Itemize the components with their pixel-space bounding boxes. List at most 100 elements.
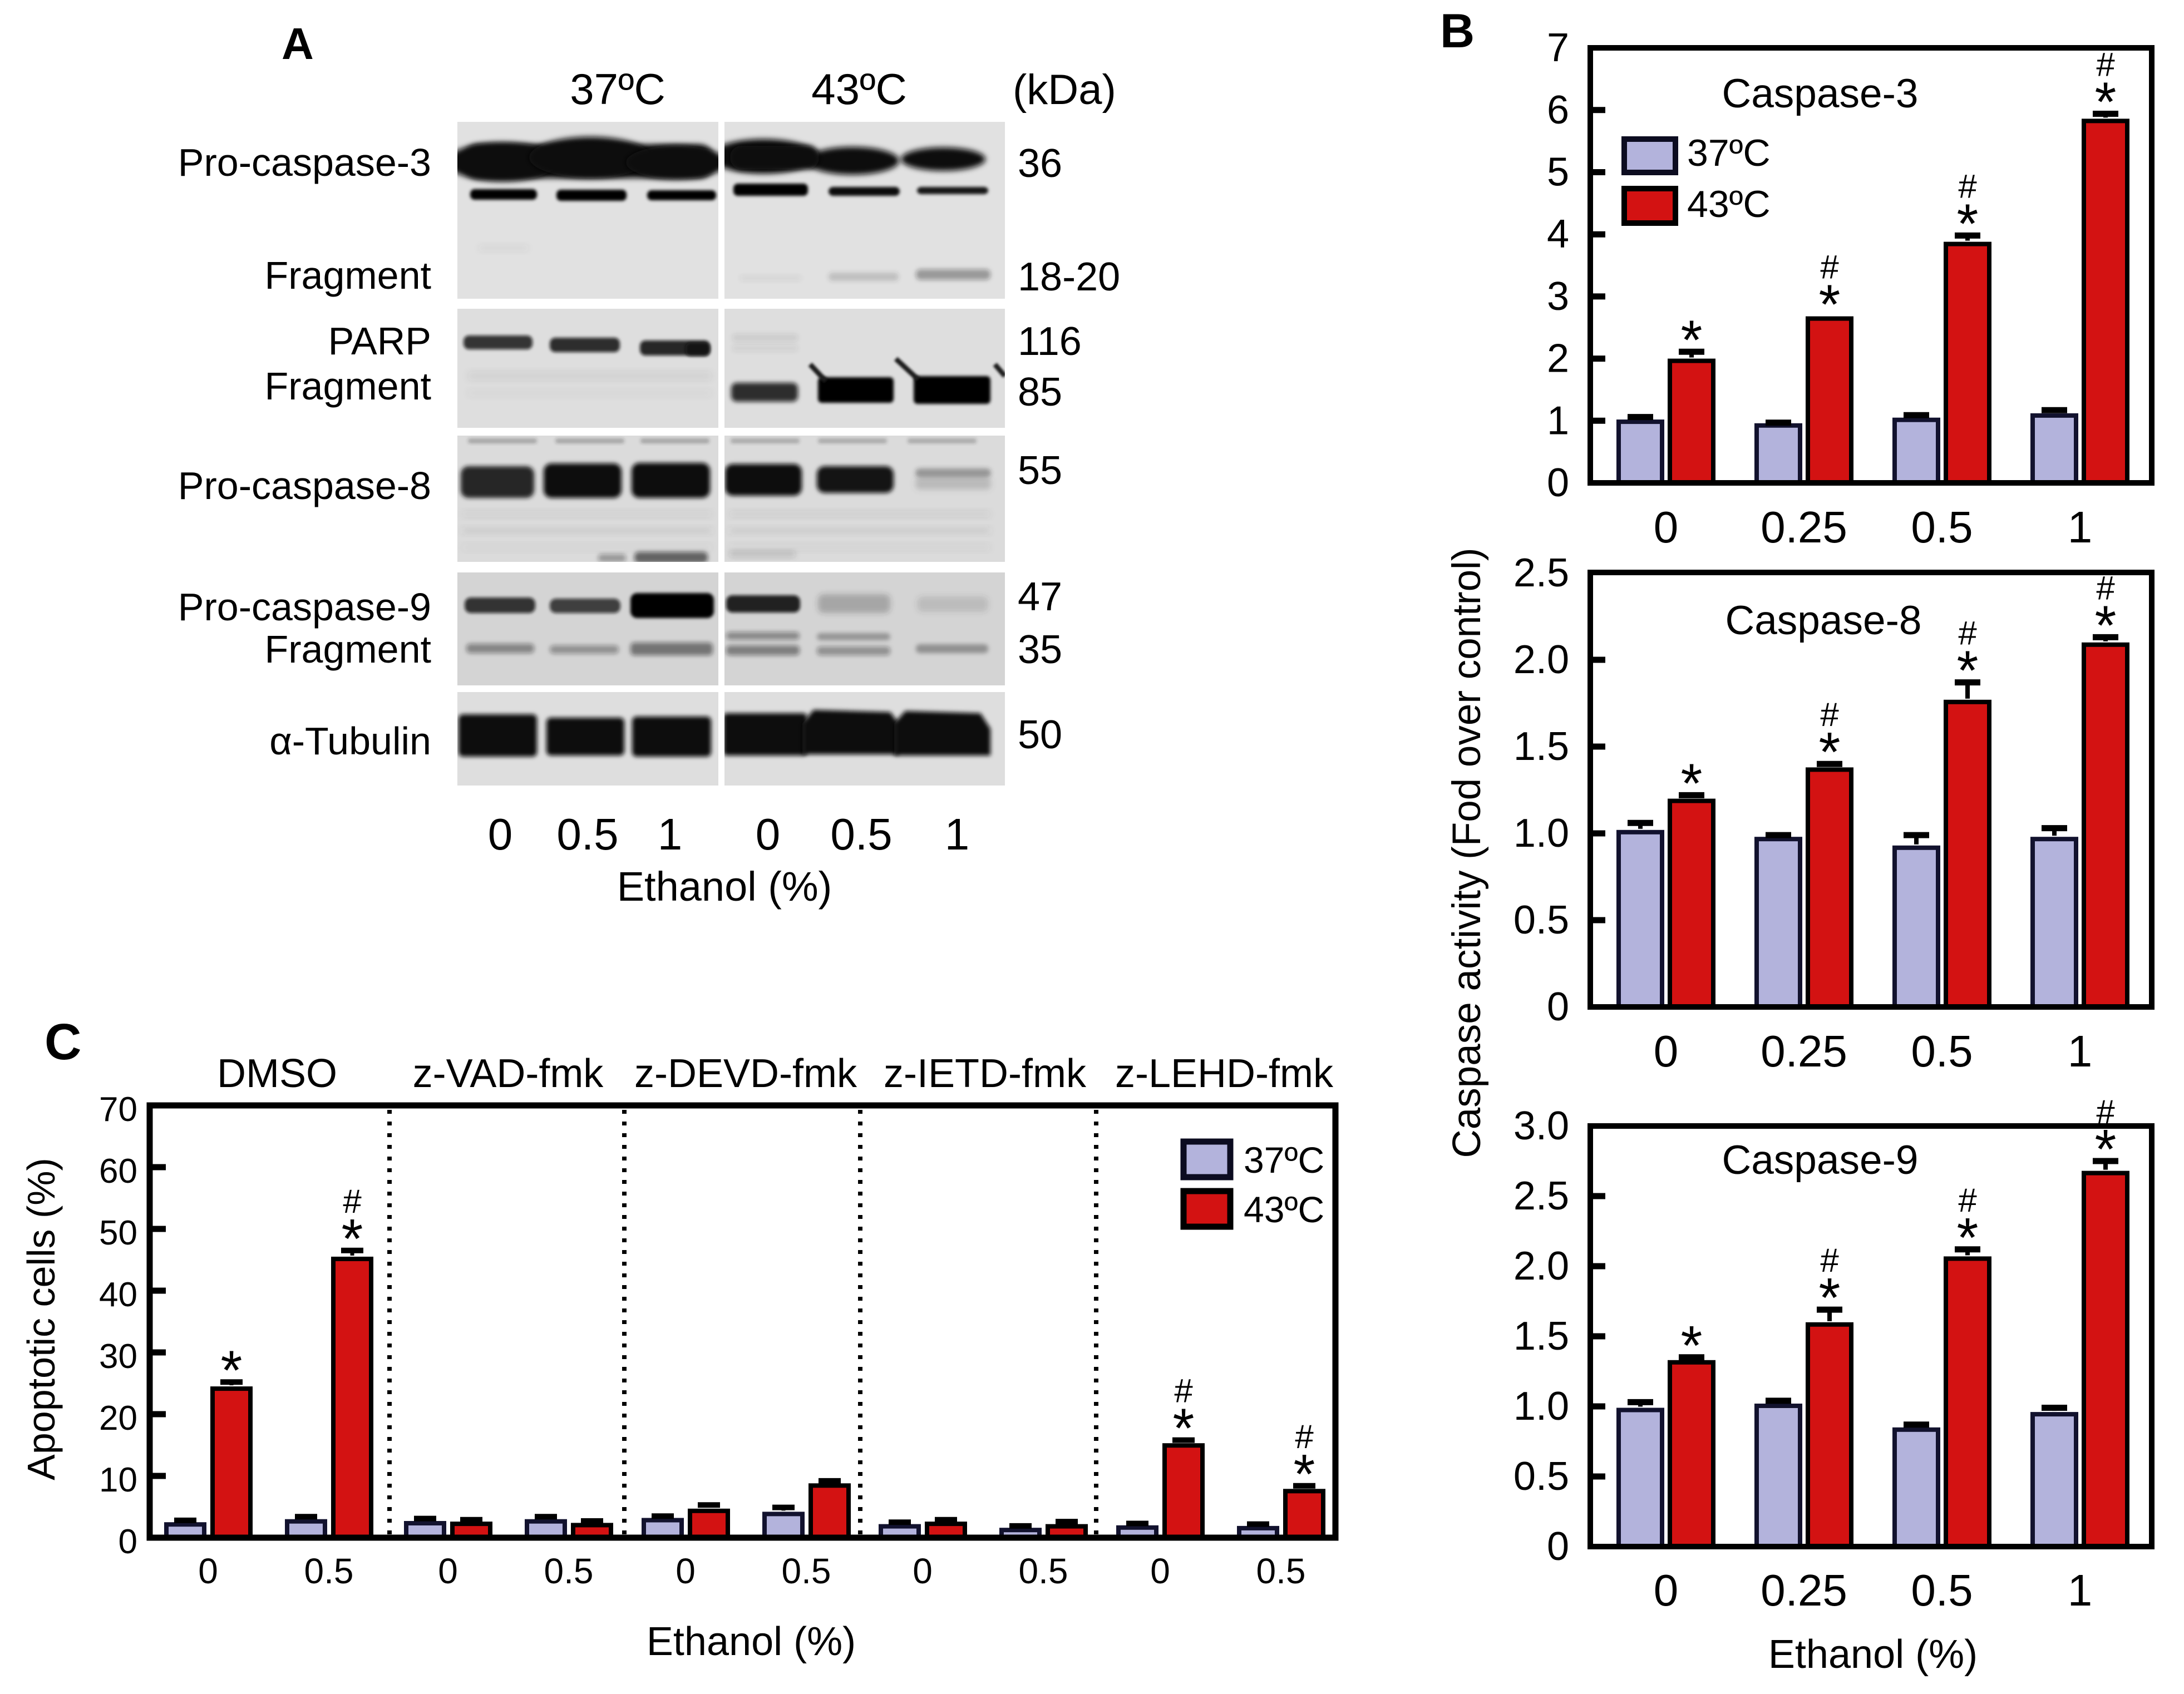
svg-text:43ºC: 43ºC [811,65,907,113]
svg-text:(kDa): (kDa) [1013,66,1116,113]
svg-text:5: 5 [1547,150,1569,195]
svg-text:Pro-caspase-3: Pro-caspase-3 [178,141,431,184]
svg-text:20: 20 [99,1399,137,1438]
svg-text:0.5: 0.5 [1256,1551,1306,1591]
svg-text:#: # [1820,1242,1839,1279]
svg-text:#: # [1820,696,1839,733]
svg-text:Fragment: Fragment [264,254,431,297]
svg-text:1: 1 [945,809,970,859]
svg-text:0.5: 0.5 [1911,1565,1973,1615]
svg-text:35: 35 [1018,628,1062,672]
svg-text:3: 3 [1547,274,1569,319]
svg-text:0.5: 0.5 [1019,1551,1068,1591]
svg-text:Caspase-9: Caspase-9 [1722,1138,1918,1183]
svg-text:2.0: 2.0 [1513,638,1569,682]
svg-text:0: 0 [676,1551,696,1591]
svg-text:*: * [1957,640,1979,702]
svg-text:Caspase-8: Caspase-8 [1725,598,1921,643]
svg-text:0: 0 [198,1551,218,1591]
svg-text:0.25: 0.25 [1761,1565,1847,1615]
svg-text:0.5: 0.5 [782,1551,831,1591]
svg-text:0.5: 0.5 [544,1551,594,1591]
svg-text:DMSO: DMSO [217,1051,337,1096]
svg-text:2.5: 2.5 [1513,551,1569,595]
svg-text:#: # [1958,167,1977,205]
svg-text:Pro-caspase-8: Pro-caspase-8 [178,464,431,507]
svg-text:α-Tubulin: α-Tubulin [269,719,431,763]
svg-text:*: * [1819,1267,1841,1329]
svg-text:116: 116 [1018,319,1082,364]
svg-text:*: * [1681,752,1703,814]
svg-text:10: 10 [99,1461,137,1499]
svg-text:0.25: 0.25 [1761,502,1847,552]
svg-text:0.5: 0.5 [1513,898,1569,942]
svg-text:1.5: 1.5 [1513,1314,1569,1359]
svg-text:37ºC: 37ºC [1687,132,1771,174]
svg-text:7: 7 [1547,26,1569,70]
svg-text:0: 0 [1150,1551,1170,1591]
svg-text:Caspase-3: Caspase-3 [1722,71,1918,116]
svg-text:#: # [1295,1418,1314,1455]
svg-text:43ºC: 43ºC [1244,1189,1324,1230]
svg-text:0: 0 [438,1551,458,1591]
svg-text:*: * [1294,1443,1315,1505]
svg-text:#: # [2096,569,2115,606]
svg-text:z-LEHD-fmk: z-LEHD-fmk [1115,1051,1334,1096]
svg-text:0: 0 [1654,502,1679,552]
svg-text:2.0: 2.0 [1513,1244,1569,1288]
svg-text:#: # [1174,1372,1193,1410]
svg-text:0: 0 [119,1523,137,1561]
svg-text:6: 6 [1547,88,1569,132]
svg-text:PARP: PARP [328,319,431,363]
svg-text:1.5: 1.5 [1513,724,1569,769]
svg-text:#: # [1958,615,1977,652]
svg-text:0: 0 [1547,985,1569,1029]
svg-text:43ºC: 43ºC [1687,183,1771,225]
svg-text:Ethanol (%): Ethanol (%) [647,1619,856,1664]
svg-text:0.5: 0.5 [1911,502,1973,552]
svg-text:50: 50 [99,1214,137,1252]
svg-text:*: * [1819,721,1841,783]
svg-text:A: A [282,19,314,68]
svg-text:0: 0 [1654,1565,1679,1615]
svg-text:0.5: 0.5 [1513,1454,1569,1499]
svg-text:37ºC: 37ºC [1244,1139,1324,1181]
svg-text:2.5: 2.5 [1513,1174,1569,1218]
svg-text:*: * [221,1339,243,1401]
svg-text:#: # [1820,249,1839,286]
svg-text:*: * [2095,71,2117,134]
svg-text:0: 0 [1547,1524,1569,1569]
svg-text:1.0: 1.0 [1513,1384,1569,1429]
svg-text:55: 55 [1018,448,1062,493]
svg-text:37ºC: 37ºC [570,65,665,113]
svg-text:1.0: 1.0 [1513,811,1569,856]
svg-text:#: # [2096,46,2115,83]
svg-text:0.25: 0.25 [1761,1026,1847,1076]
svg-text:1: 1 [2068,502,2093,552]
svg-text:Ethanol (%): Ethanol (%) [1768,1632,1978,1677]
svg-text:40: 40 [99,1276,137,1314]
svg-text:70: 70 [99,1090,137,1129]
svg-text:B: B [1440,4,1475,58]
svg-text:*: * [1957,192,1979,255]
svg-text:Ethanol (%): Ethanol (%) [617,863,832,910]
svg-text:C: C [45,1014,81,1070]
svg-text:2: 2 [1547,337,1569,381]
svg-text:0: 0 [488,809,513,859]
svg-text:*: * [1957,1207,1979,1269]
svg-text:z-IETD-fmk: z-IETD-fmk [884,1051,1087,1096]
svg-text:1: 1 [1547,398,1569,443]
svg-text:*: * [1681,309,1703,371]
svg-text:Fragment: Fragment [264,628,431,671]
svg-text:z-VAD-fmk: z-VAD-fmk [413,1051,604,1096]
svg-text:0: 0 [913,1551,933,1591]
svg-text:36: 36 [1018,141,1062,186]
svg-text:0: 0 [756,809,781,859]
svg-text:50: 50 [1018,713,1062,757]
svg-text:0.5: 0.5 [304,1551,354,1591]
svg-text:85: 85 [1018,370,1062,414]
svg-text:*: * [1681,1315,1703,1377]
svg-text:*: * [2095,594,2117,656]
svg-text:Pro-caspase-9: Pro-caspase-9 [178,585,431,629]
svg-text:0.5: 0.5 [556,809,618,859]
